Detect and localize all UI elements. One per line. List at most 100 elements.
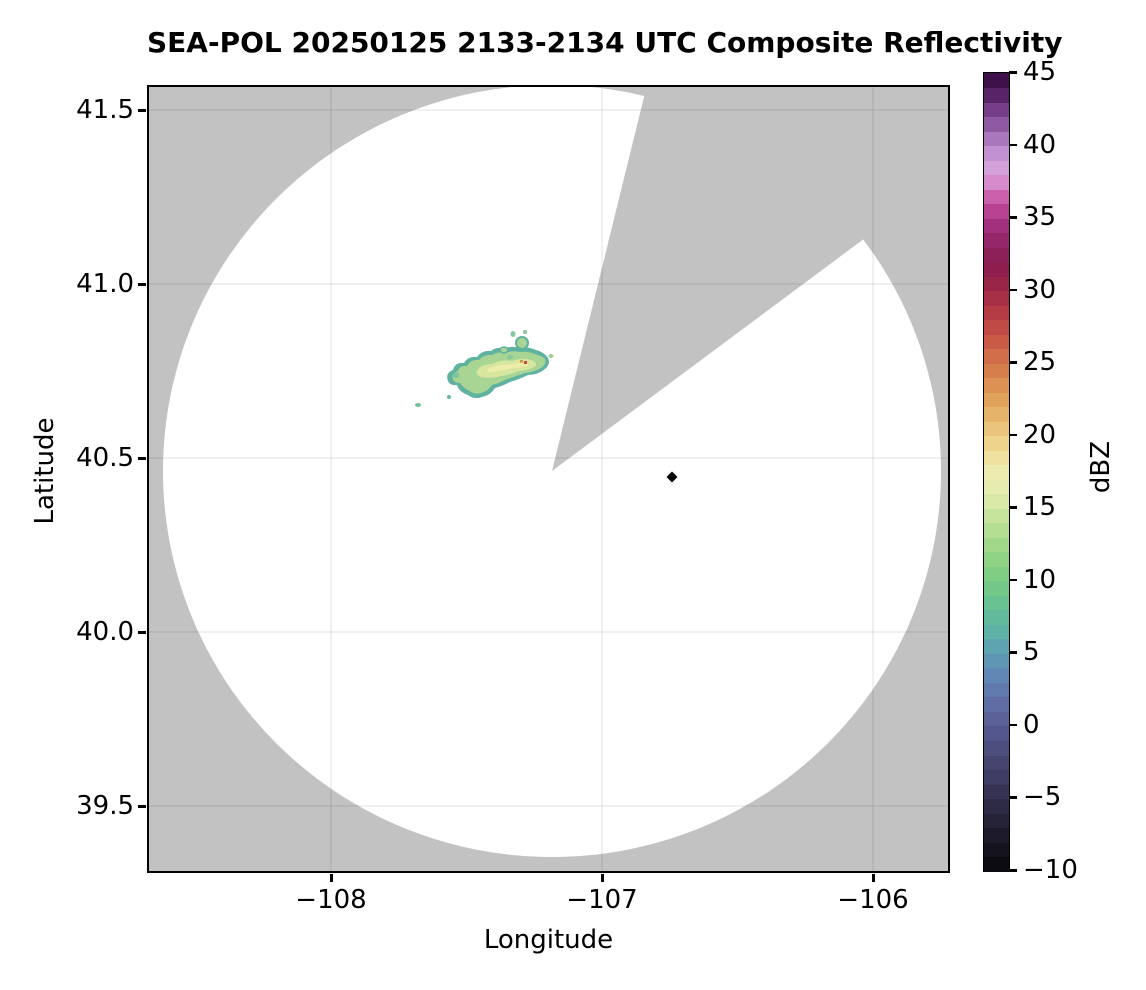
- x-tick-mark: [601, 874, 604, 882]
- colorbar-segment: [984, 566, 1009, 582]
- y-tick-mark: [138, 109, 146, 112]
- colorbar-segment: [984, 87, 1009, 103]
- colorbar-segment: [984, 711, 1009, 727]
- colorbar-segment: [984, 479, 1009, 495]
- echo-speck: [548, 354, 554, 358]
- colorbar-segment: [984, 638, 1009, 654]
- x-tick-label: −106: [837, 885, 909, 915]
- gridlines: [149, 87, 948, 871]
- colorbar-tick-label: 45: [1023, 57, 1057, 87]
- echo-detached-blob: [515, 336, 529, 350]
- colorbar-segment: [984, 725, 1009, 741]
- colorbar-segment: [984, 276, 1009, 292]
- colorbar-segment: [984, 174, 1009, 190]
- colorbar-segment: [984, 783, 1009, 800]
- colorbar-tick-mark: [1009, 143, 1017, 147]
- colorbar-segment: [984, 740, 1009, 756]
- colorbar-segment: [984, 624, 1009, 640]
- colorbar-tick-label: 35: [1023, 202, 1057, 233]
- colorbar-tick-mark: [1009, 869, 1017, 872]
- axes-frame: [147, 85, 950, 873]
- colorbar-tick-label: 0: [1023, 709, 1040, 740]
- colorbar-segment: [984, 232, 1009, 248]
- colorbar-segment: [984, 580, 1009, 596]
- colorbar-tick-mark: [1009, 71, 1017, 74]
- colorbar-segment: [984, 522, 1009, 538]
- colorbar-tick-mark: [1009, 651, 1017, 654]
- colorbar-tick-mark: [1009, 723, 1017, 727]
- colorbar-segment: [984, 856, 1009, 872]
- colorbar-segment: [984, 73, 1009, 89]
- colorbar-segment: [984, 261, 1009, 277]
- x-tick-label: −107: [566, 885, 638, 915]
- echo-red-pixel: [524, 361, 527, 364]
- colorbar-tick-label: −5: [1023, 782, 1062, 813]
- echo-detached-bit: [452, 372, 460, 378]
- colorbar-segment: [984, 348, 1009, 364]
- echo-yellow-streak: [487, 363, 528, 372]
- colorbar-segment: [984, 377, 1009, 393]
- echo-speck: [447, 395, 451, 399]
- colorbar-tick-label: 40: [1023, 129, 1057, 160]
- y-tick-label: 39.5: [76, 791, 134, 821]
- plot-title: SEA-POL 20250125 2133-2134 UTC Composite…: [147, 26, 1063, 59]
- y-tick-mark: [138, 283, 146, 286]
- colorbar-segment: [984, 406, 1009, 422]
- colorbar-segment: [984, 493, 1009, 509]
- colorbar-tick-label: 5: [1023, 637, 1040, 668]
- colorbar-segment: [984, 131, 1009, 147]
- colorbar-segment: [984, 841, 1009, 858]
- plot-area: [147, 85, 950, 873]
- echo-detached-bit: [507, 354, 513, 360]
- colorbar-segment: [984, 653, 1009, 669]
- colorbar-segment: [984, 696, 1009, 712]
- site-diamond-marker: [666, 471, 678, 483]
- colorbar-tick-label: −10: [1023, 855, 1078, 885]
- echo-speck: [415, 403, 421, 407]
- y-tick-label: 40.0: [76, 617, 134, 647]
- colorbar-segment: [984, 319, 1009, 335]
- colorbar-segment: [984, 798, 1009, 814]
- echo-detached-bit: [499, 346, 509, 354]
- colorbar-tick-label: 25: [1023, 347, 1057, 378]
- colorbar-segment: [984, 754, 1009, 771]
- colorbar-segment: [984, 508, 1009, 524]
- x-tick-mark: [872, 874, 875, 882]
- y-tick-label: 40.5: [76, 443, 134, 473]
- y-tick-label: 41.5: [76, 95, 134, 125]
- colorbar-segment: [984, 827, 1009, 843]
- colorbar-segment: [984, 667, 1009, 683]
- colorbar-tick-label: 15: [1023, 492, 1057, 523]
- colorbar-tick-mark: [1009, 216, 1017, 219]
- colorbar-segment: [984, 334, 1009, 350]
- colorbar-tick-mark: [1009, 361, 1017, 364]
- colorbar-segment: [984, 551, 1009, 567]
- colorbar-segment: [984, 537, 1009, 553]
- y-tick-label: 41.0: [76, 269, 134, 299]
- colorbar-segment: [984, 189, 1009, 205]
- colorbar-segment: [984, 435, 1009, 451]
- colorbar: [983, 72, 1010, 872]
- y-tick-mark: [138, 631, 146, 634]
- colorbar-tick-mark: [1009, 288, 1017, 292]
- echo-orange-pixel: [520, 360, 523, 363]
- colorbar-tick-mark: [1009, 578, 1017, 582]
- reflectivity-echo: [415, 330, 554, 407]
- colorbar-segment: [984, 595, 1009, 611]
- colorbar-segment: [984, 812, 1009, 829]
- colorbar-segment: [984, 769, 1009, 785]
- colorbar-segment: [984, 290, 1009, 306]
- y-tick-mark: [138, 457, 146, 460]
- colorbar-tick-mark: [1009, 506, 1017, 509]
- x-axis-label: Longitude: [483, 925, 614, 955]
- colorbar-segment: [984, 421, 1009, 437]
- colorbar-tick-label: 20: [1023, 419, 1057, 450]
- colorbar-segment: [984, 145, 1009, 161]
- colorbar-segment: [984, 450, 1009, 466]
- colorbar-tick-label: 10: [1023, 564, 1057, 595]
- colorbar-segment: [984, 203, 1009, 219]
- colorbar-segment: [984, 609, 1009, 625]
- colorbar-tick-label: 30: [1023, 274, 1057, 305]
- colorbar-segment: [984, 102, 1009, 118]
